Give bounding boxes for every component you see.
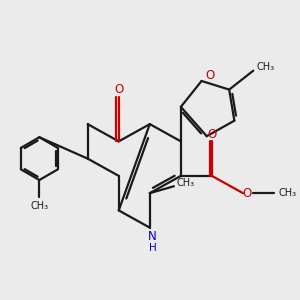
Text: N: N bbox=[148, 230, 157, 243]
Text: O: O bbox=[207, 128, 217, 141]
Text: O: O bbox=[114, 83, 123, 96]
Text: CH₃: CH₃ bbox=[30, 201, 48, 211]
Text: O: O bbox=[242, 187, 252, 200]
Text: CH₃: CH₃ bbox=[256, 62, 274, 72]
Text: CH₃: CH₃ bbox=[278, 188, 296, 198]
Text: H: H bbox=[149, 243, 156, 253]
Text: CH₃: CH₃ bbox=[177, 178, 195, 188]
Text: O: O bbox=[206, 69, 215, 82]
